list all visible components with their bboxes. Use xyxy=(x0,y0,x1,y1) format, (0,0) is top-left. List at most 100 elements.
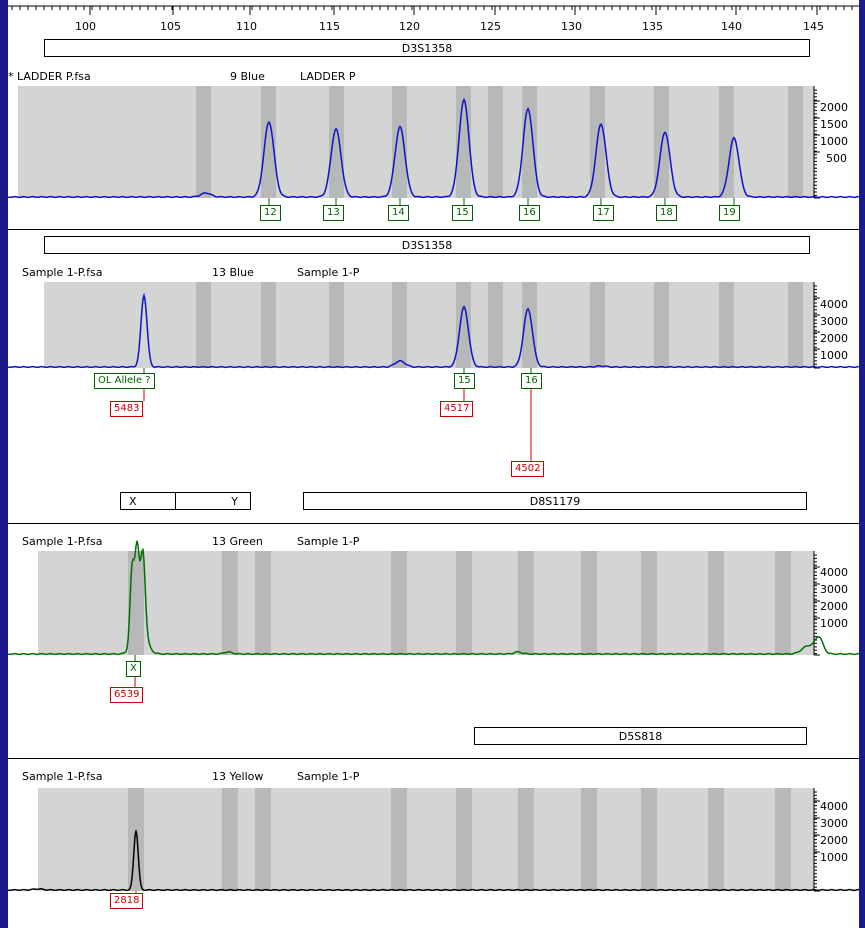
allele-label[interactable]: 13 xyxy=(323,205,344,221)
size-ruler xyxy=(8,5,859,15)
y-tick-label: 1000 xyxy=(820,617,848,630)
file-name: Sample 1-P.fsa xyxy=(22,266,103,279)
peak-height-label[interactable]: 4517 xyxy=(440,401,474,417)
trace-plot-yellow xyxy=(8,788,859,893)
allele-bin xyxy=(518,551,534,655)
allele-bin xyxy=(261,282,276,368)
allele-label[interactable]: 18 xyxy=(656,205,677,221)
y-tick-label: 4000 xyxy=(820,800,848,813)
dye-label: 9 Blue xyxy=(230,70,265,83)
ruler-tick-label: 140 xyxy=(721,20,742,33)
y-tick-label: 1000 xyxy=(820,851,848,864)
allele-bin xyxy=(788,86,803,198)
allele-label[interactable]: X xyxy=(126,661,141,677)
dye-label: 13 Blue xyxy=(212,266,254,279)
allele-bin xyxy=(222,551,238,655)
y-tick-label: 500 xyxy=(826,152,847,165)
marker-bar-d8s1179[interactable]: D8S1179 xyxy=(303,492,807,510)
allele-bin xyxy=(391,551,407,655)
marker-bar-d3s1358[interactable]: D3S1358 xyxy=(44,39,810,57)
allele-bin xyxy=(641,551,657,655)
file-name: Sample 1-P.fsa xyxy=(22,535,103,548)
allele-bin xyxy=(222,788,238,891)
marker-bar-d3s1358[interactable]: D3S1358 xyxy=(44,236,810,254)
y-tick-label: 4000 xyxy=(820,566,848,579)
allele-bin xyxy=(329,282,344,368)
allele-bin xyxy=(654,282,669,368)
ruler-tick-label: 100 xyxy=(75,20,96,33)
allele-bin xyxy=(590,282,605,368)
allele-label[interactable]: 16 xyxy=(519,205,540,221)
peak-height-label[interactable]: 2818 xyxy=(110,893,144,909)
file-name: * LADDER P.fsa xyxy=(8,70,91,83)
electropherogram-panel: 100 105 110 115 120 125 130 135 140 145 … xyxy=(8,0,859,928)
allele-label[interactable]: 14 xyxy=(388,205,409,221)
allele-bin xyxy=(255,788,271,891)
allele-bin xyxy=(488,86,503,198)
sample-name: Sample 1-P xyxy=(297,266,360,279)
allele-bin xyxy=(456,788,472,891)
allele-bin xyxy=(128,551,144,655)
peak-height-label[interactable]: 5483 xyxy=(110,401,144,417)
allele-label[interactable]: 15 xyxy=(452,205,473,221)
allele-bin xyxy=(719,282,734,368)
panel-divider xyxy=(8,229,859,230)
ruler-tick-label: 145 xyxy=(803,20,824,33)
ruler-tick-label: 125 xyxy=(480,20,501,33)
marker-y-label: Y xyxy=(231,495,238,508)
panel-divider xyxy=(8,523,859,524)
allele-bin xyxy=(196,282,211,368)
allele-bin xyxy=(456,282,471,368)
allele-bin xyxy=(392,282,407,368)
y-tick-label: 2000 xyxy=(820,834,848,847)
dye-label: 13 Green xyxy=(212,535,263,548)
ruler-tick-label: 135 xyxy=(642,20,663,33)
allele-bin xyxy=(261,86,276,198)
allele-bin xyxy=(775,788,791,891)
y-tick-label: 1500 xyxy=(820,118,848,131)
y-tick-label: 4000 xyxy=(820,298,848,311)
allele-bin xyxy=(581,551,597,655)
allele-bin xyxy=(719,86,734,198)
allele-bin xyxy=(329,86,344,198)
allele-label[interactable]: 19 xyxy=(719,205,740,221)
allele-bin xyxy=(708,788,724,891)
allele-label[interactable]: 16 xyxy=(521,373,542,389)
y-tick-label: 3000 xyxy=(820,315,848,328)
trace-plot-green xyxy=(8,540,859,687)
allele-bin xyxy=(128,788,144,891)
peak-height-label[interactable]: 6539 xyxy=(110,687,144,703)
allele-bin xyxy=(522,282,537,368)
allele-label[interactable]: OL Allele ? xyxy=(94,373,155,389)
trace-plot-blue xyxy=(8,282,859,461)
allele-bin xyxy=(488,282,503,368)
marker-bar-d5s818[interactable]: D5S818 xyxy=(474,727,807,745)
marker-x-label: X xyxy=(129,495,137,508)
allele-label[interactable]: 15 xyxy=(454,373,475,389)
y-tick-label: 2000 xyxy=(820,332,848,345)
dye-label: 13 Yellow xyxy=(212,770,264,783)
y-tick-label: 3000 xyxy=(820,817,848,830)
sample-name: Sample 1-P xyxy=(297,535,360,548)
allele-bin xyxy=(392,86,407,198)
sample-name: LADDER P xyxy=(300,70,356,83)
allele-bin xyxy=(708,551,724,655)
marker-bar-y[interactable]: Y xyxy=(175,492,251,510)
allele-label[interactable]: 17 xyxy=(593,205,614,221)
allele-bin xyxy=(518,788,534,891)
ruler-tick-label: 115 xyxy=(319,20,340,33)
ruler-tick-label: 130 xyxy=(561,20,582,33)
y-tick-label: 1000 xyxy=(820,349,848,362)
allele-bin xyxy=(788,282,803,368)
allele-bin xyxy=(255,551,271,655)
ruler-tick-label: 105 xyxy=(160,20,181,33)
ruler-tick-label: 110 xyxy=(236,20,257,33)
y-tick-label: 3000 xyxy=(820,583,848,596)
sample-name: Sample 1-P xyxy=(297,770,360,783)
trace-plot-ladder xyxy=(8,86,859,205)
peak-height-label[interactable]: 4502 xyxy=(511,461,545,477)
allele-bin xyxy=(196,86,211,198)
allele-label[interactable]: 12 xyxy=(260,205,281,221)
allele-bin xyxy=(775,551,791,655)
y-tick-label: 2000 xyxy=(820,101,848,114)
